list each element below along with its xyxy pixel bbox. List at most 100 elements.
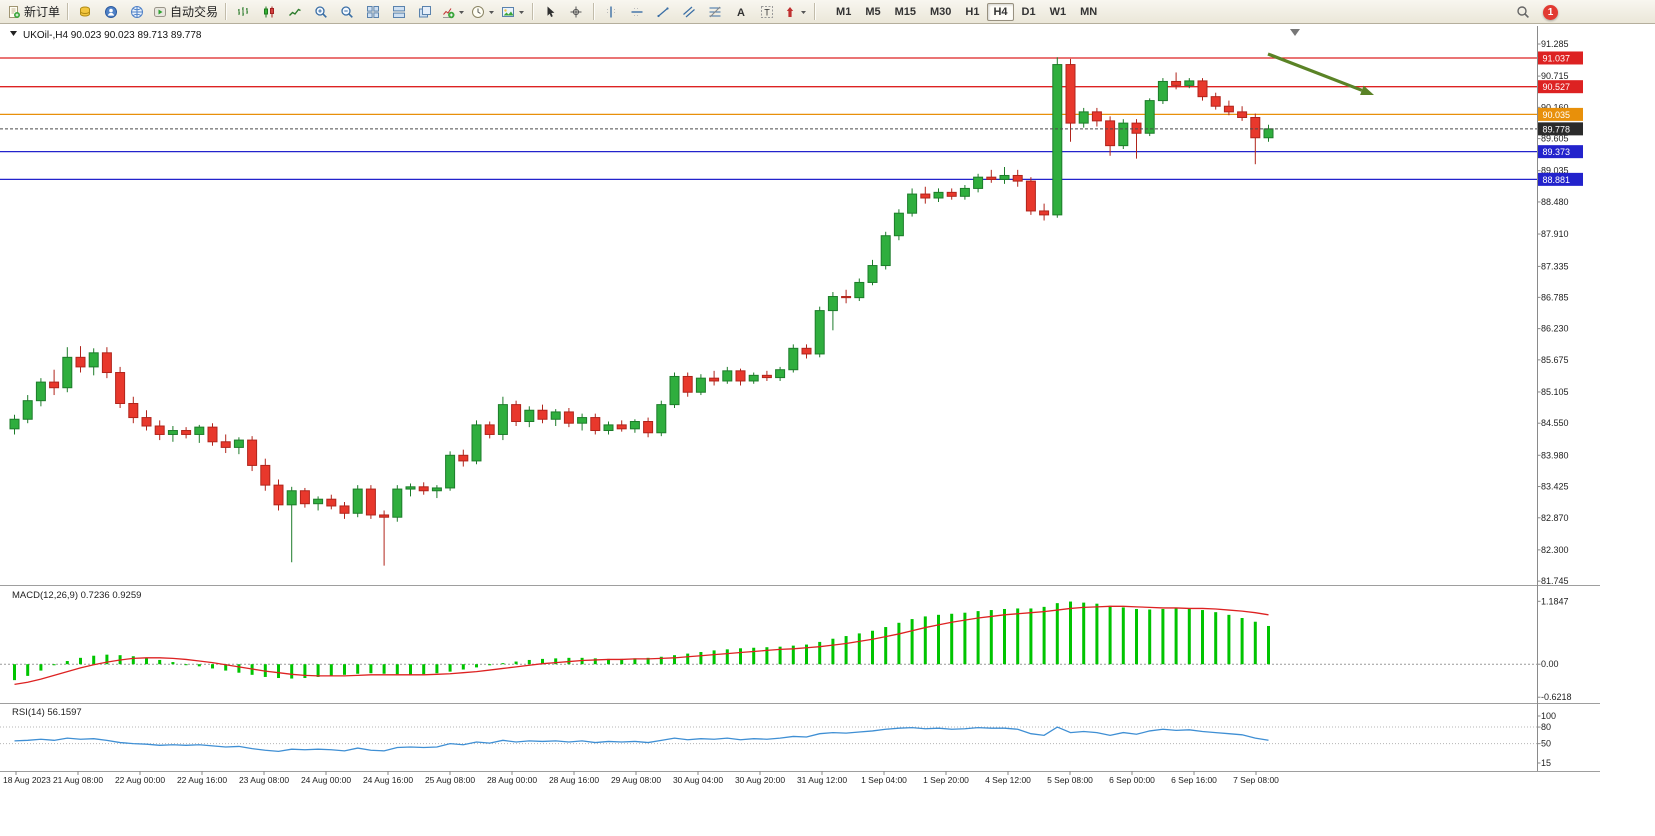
zoom-in-button[interactable] (308, 2, 334, 22)
zoom-out-button[interactable] (334, 2, 360, 22)
indicators-button[interactable] (438, 2, 468, 22)
arrange-windows-button[interactable] (386, 2, 412, 22)
timeframe-m15[interactable]: M15 (894, 5, 916, 18)
timeframe-mn[interactable]: MN (1080, 5, 1098, 18)
chart-canvas[interactable]: 91.285 90.715 90.160 89.605 89.035 88.480 87.9… (0, 24, 1655, 836)
toolbar: 新订单 自动交易 A T M1 M5 M15 M30 H1 H4 D1 W1 MN 1 (0, 0, 1655, 24)
timeframe-h4[interactable]: H4 (987, 2, 1014, 21)
fibonacci-button[interactable] (702, 2, 728, 22)
timeframe-m5[interactable]: M5 (865, 5, 881, 18)
macd-histogram-bar (844, 636, 848, 665)
macd-tick-label: -0.6218 (1541, 692, 1572, 702)
timeframe-m1[interactable]: M1 (836, 5, 852, 18)
candle (128, 402, 139, 419)
timeframe-h1[interactable]: H1 (965, 5, 980, 18)
macd-histogram-bar (871, 630, 874, 665)
macd-histogram-bar (369, 664, 373, 674)
macd-histogram-bar (686, 653, 690, 665)
tile-windows-button[interactable] (360, 2, 386, 22)
line-chart-button[interactable] (282, 2, 308, 22)
time-tick-label: 28 Aug 16:00 (549, 775, 599, 785)
candlestick-chart-button[interactable] (256, 2, 282, 22)
cascade-windows-button[interactable] (412, 2, 438, 22)
candle (471, 424, 482, 462)
candle (801, 347, 812, 355)
symbol-dropdown-icon[interactable] (10, 31, 17, 36)
toolbar-separator (814, 3, 816, 20)
price-line-label: 89.373 (1543, 147, 1571, 157)
timeframe-w1[interactable]: W1 (1049, 5, 1067, 18)
horizontal-lines-layer[interactable] (0, 57, 1538, 181)
price-tick-label: 88.480 (1541, 197, 1569, 207)
macd-histogram-bar (884, 627, 888, 665)
search-button[interactable] (1510, 2, 1536, 22)
trend-arrow-head[interactable] (1360, 85, 1374, 95)
cursor-icon (547, 6, 555, 17)
macd-histogram-bar (316, 664, 320, 677)
candle (986, 176, 997, 180)
candle (286, 490, 297, 506)
chart-shift-marker[interactable] (1290, 29, 1300, 36)
market-watch-button[interactable] (72, 2, 98, 22)
macd-histogram-bar (13, 664, 16, 681)
macd-histogram-bar (409, 664, 412, 675)
price-axis[interactable]: 91.285 90.715 90.160 89.605 89.035 88.480 87.9… (0, 26, 1600, 772)
macd-histogram-bar (39, 664, 43, 671)
periods-button[interactable] (468, 2, 498, 22)
price-line-label: 91.037 (1543, 53, 1571, 63)
trend-arrow-line[interactable] (1267, 52, 1363, 92)
toolbar-separator (532, 3, 534, 20)
crosshair-button[interactable] (563, 2, 589, 22)
annotations-layer[interactable] (1267, 52, 1374, 95)
navigator-button[interactable] (124, 2, 150, 22)
macd-histogram-bar (65, 661, 69, 665)
candle (1118, 122, 1129, 147)
candle (590, 417, 601, 432)
macd-histogram-bar (1055, 603, 1059, 665)
macd-histogram-bar (488, 664, 492, 666)
data-window-button[interactable] (98, 2, 124, 22)
candle (181, 430, 192, 435)
macd-histogram-bar (184, 664, 188, 666)
candle (854, 281, 865, 299)
horizontal-line-button[interactable] (624, 2, 650, 22)
timeframe-d1[interactable]: D1 (1021, 5, 1036, 18)
candle (907, 193, 918, 214)
text-button[interactable]: A (728, 2, 754, 22)
candle (999, 174, 1010, 180)
caret-icon (489, 10, 495, 14)
macd-label: MACD(12,26,9) 0.7236 0.9259 (12, 590, 141, 601)
timeframe-m30[interactable]: M30 (930, 5, 952, 18)
bar-chart-button[interactable] (230, 2, 256, 22)
trendline-button[interactable] (650, 2, 676, 22)
time-tick-label: 31 Aug 12:00 (797, 775, 847, 785)
price-line-box (1538, 107, 1583, 121)
auto-trading-button[interactable]: 自动交易 (150, 2, 221, 22)
price-tick-label: 85.105 (1541, 387, 1569, 397)
macd-histogram-bar (1095, 603, 1099, 665)
vertical-line-button[interactable] (598, 2, 624, 22)
macd-histogram-bar (145, 657, 148, 665)
templates-button[interactable] (498, 2, 528, 22)
time-axis[interactable]: 18 Aug 2023 21 Aug 08:00 22 Aug 00:00 22 Au… (3, 771, 1279, 785)
candle (841, 296, 852, 299)
arrows-button[interactable] (780, 2, 810, 22)
candle (1065, 64, 1076, 124)
candle (1171, 80, 1182, 86)
candle (247, 439, 258, 466)
label-button[interactable]: T (754, 2, 780, 22)
new-order-button[interactable]: 新订单 (4, 2, 63, 22)
current-price-box (1538, 122, 1583, 136)
price-line-box (1538, 51, 1583, 65)
macd-histogram-bar (1214, 612, 1218, 665)
macd-histogram-bar (1161, 608, 1165, 665)
candle (603, 424, 614, 432)
time-tick-label: 24 Aug 00:00 (301, 775, 351, 785)
channel-button[interactable] (676, 2, 702, 22)
globe-icon (131, 5, 144, 18)
macd-histogram-bar (1121, 607, 1125, 665)
bars-icon (238, 6, 249, 16)
candle (392, 488, 403, 518)
cursor-button[interactable] (537, 2, 563, 22)
notification-badge[interactable]: 1 (1543, 4, 1558, 20)
